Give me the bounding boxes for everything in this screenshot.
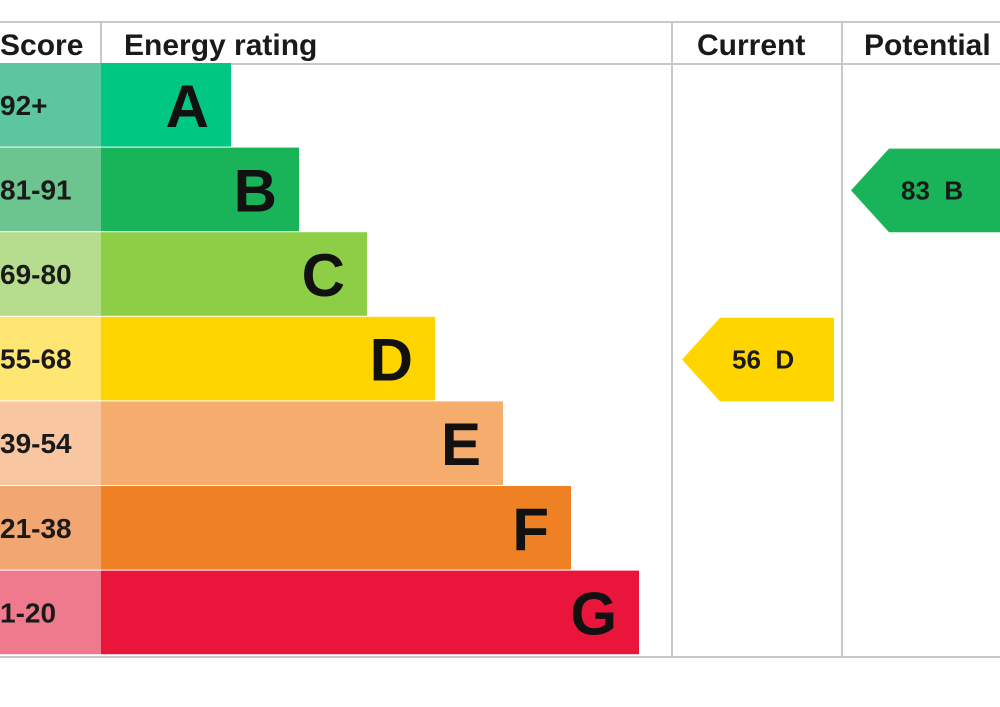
score-cell-f (0, 486, 101, 570)
potential-rating-arrow-label: 83 B (901, 175, 963, 205)
band-letter-c: C (302, 242, 345, 309)
score-range-e: 39-54 (0, 428, 72, 459)
score-cell-a (0, 63, 101, 147)
rating-bands: 92+ A 81-91 B 69-80 C 55-68 D 39-54 E 21-38 F 1-20 G (0, 63, 639, 655)
current-header: Current (697, 29, 805, 62)
band-bar-g (101, 570, 639, 655)
band-letter-g: G (570, 580, 617, 647)
score-cell-c (0, 232, 101, 316)
band-bar-b (101, 147, 299, 232)
potential-header: Potential (864, 29, 991, 62)
band-letter-d: D (370, 327, 413, 394)
current-rating-arrow-label: 56 D (732, 345, 794, 375)
score-cell-b (0, 147, 101, 232)
current-rating-arrow (682, 317, 834, 402)
score-range-g: 1-20 (0, 597, 56, 628)
score-cell-d (0, 316, 101, 401)
potential-rating-arrow (851, 148, 1000, 233)
score-range-a: 92+ (0, 90, 48, 121)
band-bar-f (101, 486, 571, 570)
score-range-b: 81-91 (0, 174, 72, 205)
rating-arrows: 56 D 83 B (682, 148, 1000, 402)
energy-rating-header: Energy rating (124, 29, 317, 62)
band-letter-e: E (441, 411, 481, 478)
band-bar-a (101, 63, 231, 147)
score-cell-e (0, 401, 101, 485)
score-range-c: 69-80 (0, 259, 72, 290)
score-range-d: 55-68 (0, 344, 72, 375)
band-letter-f: F (512, 496, 549, 563)
band-letter-b: B (234, 157, 277, 224)
band-letter-a: A (166, 73, 209, 140)
band-bar-c (101, 232, 367, 316)
score-cell-g (0, 570, 101, 655)
score-header: Score (0, 29, 83, 62)
band-bar-d (101, 316, 435, 401)
band-bar-e (101, 401, 503, 485)
score-range-f: 21-38 (0, 513, 72, 544)
